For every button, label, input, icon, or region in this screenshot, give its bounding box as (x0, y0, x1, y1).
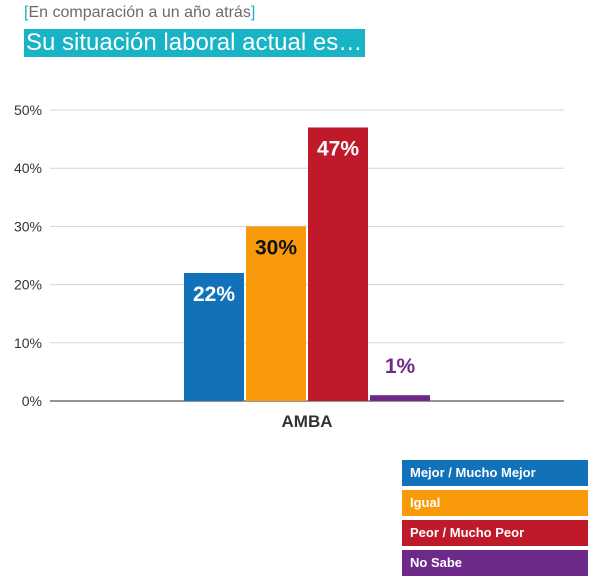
data-label: 22% (193, 283, 235, 306)
bar-chart: 0% 10% 20% 30% 40% 50% 22% 30% 47% 1% AMBA (14, 102, 564, 431)
y-tick-label: 0% (22, 393, 42, 409)
data-label: 30% (255, 236, 297, 259)
legend-item: No Sabe (402, 550, 588, 576)
x-tick-label: AMBA (282, 412, 333, 431)
subtitle-text: En comparación a un año atrás (28, 4, 251, 21)
y-tick-label: 20% (14, 277, 42, 293)
y-tick-label: 10% (14, 335, 42, 351)
data-label: 1% (385, 355, 416, 378)
legend-item: Mejor / Mucho Mejor (402, 460, 588, 486)
chart-title: Su situación laboral actual es… (24, 29, 366, 57)
legend-item: Peor / Mucho Peor (402, 520, 588, 546)
chart-subtitle: [En comparación a un año atrás] (24, 4, 255, 22)
data-label: 47% (317, 137, 359, 160)
y-tick-label: 40% (14, 160, 42, 176)
bar (184, 272, 244, 401)
legend-item: Igual (402, 490, 588, 516)
bar (370, 395, 430, 401)
subtitle-bracket-close: ] (250, 4, 256, 21)
y-tick-label: 30% (14, 218, 42, 234)
subtitle-bracket-open: [ (24, 4, 29, 21)
y-tick-label: 50% (14, 102, 42, 118)
bar (308, 127, 368, 402)
bar (246, 226, 306, 401)
chart-legend: Mejor / Mucho Mejor Igual Peor / Mucho Peo… (402, 460, 588, 580)
